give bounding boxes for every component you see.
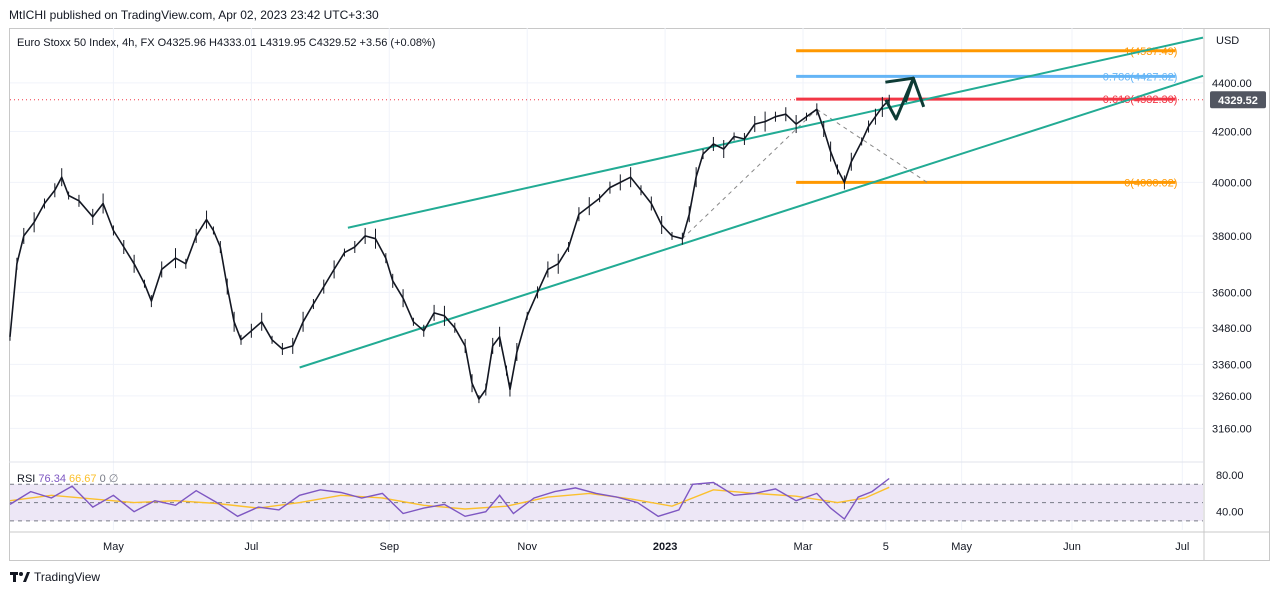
x-tick-label: Sep: [379, 541, 399, 553]
y-tick-label: 3260.00: [1212, 391, 1252, 403]
rsi-extra-value: 0: [100, 473, 106, 485]
y-tick-label: 4200.00: [1212, 126, 1252, 138]
x-tick-label: Jun: [1063, 541, 1081, 553]
rsi-extra-value: ∅: [109, 473, 119, 485]
rsi-y-tick-label: 80.00: [1216, 470, 1244, 482]
x-tick-label: May: [951, 541, 972, 553]
y-tick-label: 3360.00: [1212, 359, 1252, 371]
price-series-line[interactable]: [9, 99, 890, 400]
y-tick-label: 4400.00: [1212, 78, 1252, 90]
x-tick-label: 2023: [653, 541, 677, 553]
rsi-label: RSI: [17, 473, 35, 485]
fib-diagonal: [816, 108, 928, 183]
x-tick-label: Jul: [244, 541, 258, 553]
rsi-ma-line[interactable]: [9, 486, 890, 510]
projection-arrow[interactable]: [884, 76, 926, 121]
currency-label: USD: [1216, 35, 1239, 47]
fib-level-label: 0.786(4427.62): [1103, 71, 1178, 83]
rsi-ma-value: 66.67: [69, 473, 97, 485]
last-price-badge: [1210, 91, 1266, 109]
rsi-line[interactable]: [9, 477, 890, 521]
open-value: 4325.96: [166, 37, 206, 49]
open-label: O: [158, 37, 167, 49]
trendline-upper-channel[interactable]: [347, 36, 1204, 229]
x-tick-label: Mar: [794, 541, 813, 553]
low-value: 4319.95: [266, 37, 306, 49]
high-value: 4333.01: [217, 37, 257, 49]
x-tick-label: 5: [883, 541, 889, 553]
change-value: +3.56 (+0.08%): [360, 37, 436, 49]
close-value: 4329.52: [317, 37, 357, 49]
arrow-head-icon: [885, 76, 915, 103]
fib-level-label: 0(4000.02): [1124, 177, 1177, 189]
fib-level-label: 1(4537.49): [1124, 46, 1177, 58]
rsi-y-tick-label: 40.00: [1216, 507, 1244, 519]
chart-title: Euro Stoxx 50 Index, 4h, FX: [17, 37, 155, 49]
publisher-line: MtICHI published on TradingView.com, Apr…: [9, 8, 379, 22]
rsi-legend: RSI 76.34 66.67 0 ∅: [17, 473, 118, 485]
chart-frame: [9, 28, 1270, 561]
chart-legend: Euro Stoxx 50 Index, 4h, FX O4325.96 H43…: [17, 37, 435, 49]
high-label: H: [209, 37, 217, 49]
footer-brand-text: TradingView: [34, 570, 101, 584]
y-tick-label: 3800.00: [1212, 231, 1252, 243]
x-tick-label: Nov: [517, 541, 537, 553]
y-tick-label: 3160.00: [1212, 423, 1252, 435]
tradingview-logo-icon: [10, 572, 30, 582]
x-tick-label: May: [103, 541, 124, 553]
y-tick-label: 4000.00: [1212, 177, 1252, 189]
close-label: C: [309, 37, 317, 49]
low-label: L: [260, 37, 266, 49]
y-tick-label: 3600.00: [1212, 287, 1252, 299]
fib-diagonal: [682, 108, 818, 240]
footer-brand[interactable]: TradingView: [10, 570, 100, 584]
rsi-value: 76.34: [38, 473, 66, 485]
y-tick-label: 3480.00: [1212, 323, 1252, 335]
last-price-text: 4329.52: [1218, 95, 1258, 107]
x-tick-label: Jul: [1175, 541, 1189, 553]
trendline-lower-channel[interactable]: [299, 74, 1204, 369]
